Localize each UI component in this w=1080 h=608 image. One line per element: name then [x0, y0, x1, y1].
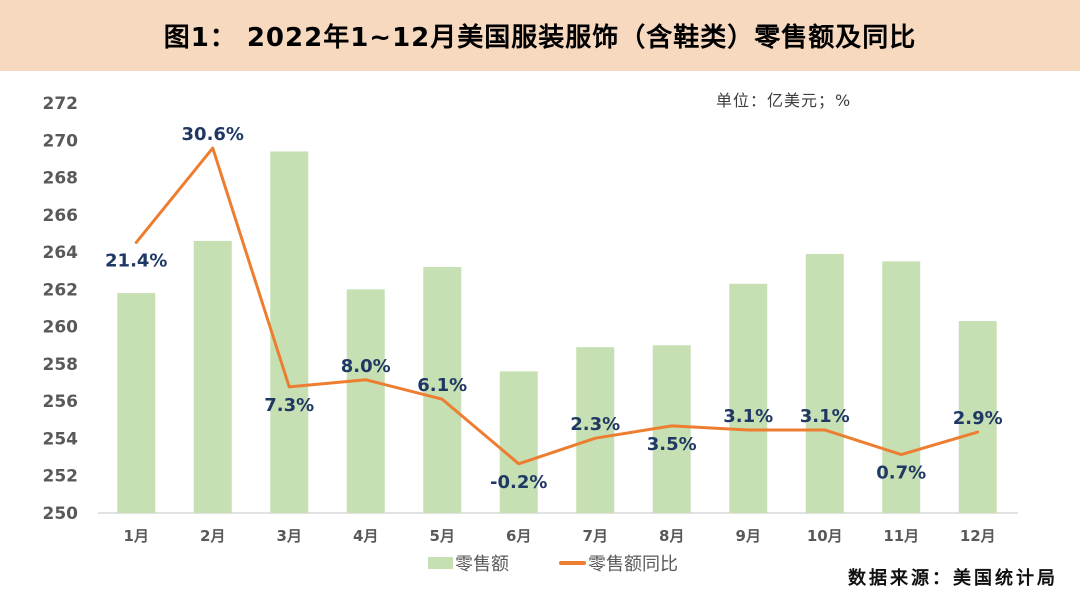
legend-label-yoy: 零售额同比: [588, 554, 678, 575]
x-axis-label: 12月: [960, 527, 996, 545]
yoy-line: [134, 146, 980, 466]
yoy-point-label: 3.1%: [800, 406, 850, 427]
yoy-point-label: 8.0%: [341, 356, 391, 377]
y-axis-tick-label: 260: [43, 318, 79, 338]
chart-header: 图1： 2022年1~12月美国服装服饰（含鞋类）零售额及同比: [0, 0, 1080, 71]
retail-bar: [423, 267, 462, 513]
yoy-point-label: 21.4%: [105, 250, 167, 271]
yoy-point-label: 30.6%: [182, 124, 244, 145]
x-axis-label: 10月: [807, 527, 843, 545]
yoy-point-label: 2.3%: [570, 414, 620, 435]
y-axis-tick-label: 268: [43, 169, 79, 189]
x-axis-label: 2月: [200, 527, 225, 545]
unit-label: 单位：亿美元；%: [716, 91, 852, 110]
y-axis-tick-label: 264: [43, 243, 79, 263]
x-axis-label: 11月: [883, 527, 919, 545]
yoy-point-label: 6.1%: [417, 375, 467, 396]
x-axis-label: 3月: [277, 527, 302, 545]
y-axis-tick-label: 266: [43, 206, 79, 226]
x-axis-label: 7月: [583, 527, 608, 545]
y-axis-tick-label: 254: [43, 429, 79, 449]
yoy-point-label: 3.5%: [647, 434, 697, 455]
legend-label-retail: 零售额: [455, 554, 509, 575]
yoy-point-label: 2.9%: [953, 408, 1003, 429]
x-axis-label: 4月: [353, 527, 378, 545]
yoy-point-label: 7.3%: [264, 395, 314, 416]
y-axis-tick-label: 256: [43, 392, 79, 412]
x-axis-label: 8月: [659, 527, 684, 545]
y-axis-tick-label: 252: [43, 467, 79, 487]
retail-bar: [958, 321, 997, 513]
retail-bar: [346, 289, 385, 513]
y-axis-tick-label: 262: [43, 280, 79, 300]
y-axis-tick-label: 258: [43, 355, 79, 375]
chart-title: 图1： 2022年1~12月美国服装服饰（含鞋类）零售额及同比: [163, 23, 917, 53]
yoy-point-label: 0.7%: [876, 463, 926, 484]
x-axis-label: 9月: [736, 527, 761, 545]
retail-bar: [882, 261, 921, 513]
retail-bar: [729, 283, 768, 513]
y-axis-tick-label: 270: [43, 131, 79, 151]
yoy-point-label: 3.1%: [723, 406, 773, 427]
retail-bar: [805, 253, 844, 514]
retail-bar: [117, 293, 156, 513]
bar-swatch-icon: [428, 557, 453, 569]
yoy-point-label: -0.2%: [490, 472, 547, 493]
x-axis-label: 1月: [124, 527, 149, 545]
x-axis-label: 5月: [430, 527, 455, 545]
line-swatch-icon: [559, 561, 586, 565]
y-axis-tick-label: 272: [43, 94, 79, 114]
retail-bar: [499, 371, 538, 513]
retail-bar: [270, 151, 309, 514]
chart-legend: 零售额 零售额同比: [428, 550, 678, 576]
y-axis-tick-label: 250: [43, 504, 79, 524]
data-source: 数据来源：美国统计局: [848, 568, 1058, 589]
retail-bar: [576, 347, 615, 513]
x-axis-label: 6月: [506, 527, 531, 545]
legend-item-yoy: 零售额同比: [559, 550, 678, 576]
retail-bar: [193, 240, 232, 513]
legend-item-retail: 零售额: [428, 550, 509, 576]
